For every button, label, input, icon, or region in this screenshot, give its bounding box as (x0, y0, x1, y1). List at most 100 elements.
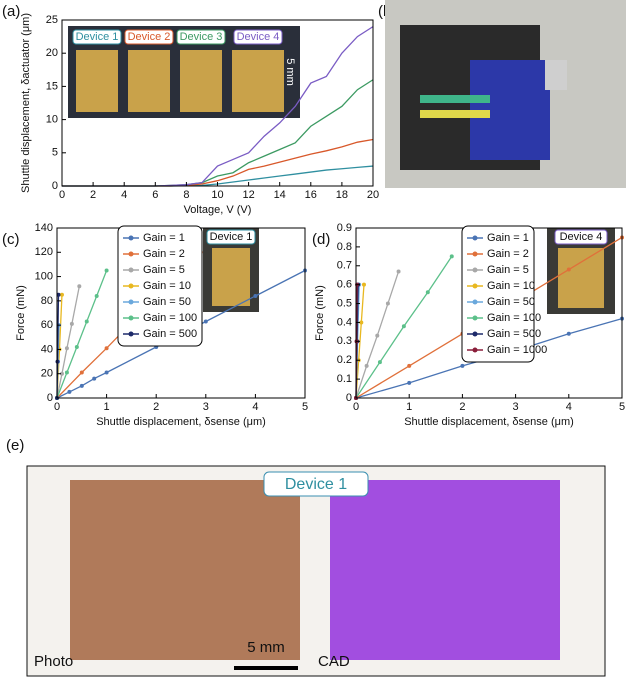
data-point (92, 376, 97, 381)
x-tick-label: 18 (336, 189, 348, 201)
wire (420, 95, 490, 103)
y-axis-label: Force (mN) (314, 285, 326, 341)
inset-label: Device 1 (210, 231, 253, 243)
x-tick-label: 1 (104, 401, 110, 413)
y-tick-label: 0.3 (337, 335, 352, 347)
y-tick-label: 120 (35, 246, 53, 258)
y-tick-label: 40 (41, 343, 53, 355)
scale-label: 5 mm (284, 58, 296, 86)
legend-marker (472, 283, 478, 289)
x-tick-label: 6 (152, 189, 158, 201)
x-tick-label: 5 (619, 401, 625, 413)
y-tick-label: 0 (47, 392, 53, 404)
data-point (79, 370, 84, 375)
legend-label: Gain = 500 (487, 328, 541, 340)
x-tick-label: 2 (459, 401, 465, 413)
data-point (84, 319, 89, 324)
title-box (263, 471, 369, 497)
y-tick-label: 0.7 (337, 260, 352, 272)
legend-box (117, 225, 203, 347)
series-line (62, 138, 374, 187)
y-tick-label: 0.6 (337, 279, 352, 291)
legend-label: Gain = 2 (487, 248, 529, 260)
y-tick-label: 0.2 (337, 354, 352, 366)
data-point (74, 345, 79, 349)
legend-box (461, 225, 535, 363)
x-tick-label: 5 (302, 401, 308, 413)
panel-label: (c) (2, 231, 20, 248)
data-point (59, 371, 64, 376)
x-axis-label: Voltage, V (V) (184, 204, 252, 216)
data-point (377, 360, 382, 365)
x-axis-label: Shuttle displacement, δsense (μm) (404, 416, 574, 428)
data-point (67, 389, 72, 394)
x-tick-label: 0 (54, 401, 60, 413)
data-point (375, 333, 380, 338)
legend-label: Gain = 1 (487, 232, 529, 244)
legend-label: Gain = 2 (143, 248, 185, 260)
legend-tag (233, 29, 283, 45)
legend-marker (128, 299, 134, 305)
x-axis-label: Shuttle displacement, δsense (μm) (96, 416, 266, 428)
y-tick-label: 0.4 (337, 316, 352, 328)
data-point (359, 320, 364, 325)
legend-marker (128, 267, 134, 273)
data-point (104, 370, 109, 375)
x-tick-label: 4 (566, 401, 572, 413)
legend-marker (472, 347, 478, 353)
legend-marker (128, 331, 134, 337)
x-tick-label: 2 (90, 189, 96, 201)
panel-e-title: Device 1 (285, 476, 347, 493)
data-point (566, 267, 571, 272)
legend-tag (72, 29, 122, 45)
y-tick-label: 100 (35, 270, 53, 282)
series-line (56, 270, 108, 399)
legend-marker (128, 283, 134, 289)
legend-label: Gain = 500 (143, 328, 197, 340)
y-tick-label: 20 (41, 368, 53, 380)
y-axis-label: Force (mN) (15, 285, 27, 341)
data-point (104, 346, 109, 351)
x-tick-label: 4 (252, 401, 258, 413)
legend-label: Gain = 50 (487, 296, 535, 308)
data-point (396, 269, 401, 274)
data-point (94, 294, 99, 298)
legend-label: Device 2 (128, 31, 171, 43)
legend-label: Gain = 10 (487, 280, 535, 292)
legend-label: Gain = 100 (487, 312, 541, 324)
legend-tag (176, 29, 226, 45)
legend-marker (472, 235, 478, 241)
data-point (361, 282, 366, 287)
x-tick-label: 10 (211, 189, 223, 201)
data-point (59, 292, 64, 297)
data-point (104, 268, 109, 273)
y-tick-label: 80 (41, 295, 53, 307)
data-point (77, 284, 82, 289)
y-tick-label: 140 (35, 222, 53, 234)
inset-tag (554, 229, 608, 245)
data-point (460, 363, 465, 368)
x-tick-label: 14 (274, 189, 286, 201)
y-tick-label: 15 (46, 80, 58, 92)
legend-marker (472, 331, 478, 337)
legend-label: Device 1 (76, 31, 119, 43)
panel-label: (e) (6, 437, 24, 454)
y-tick-label: 0.1 (337, 373, 352, 385)
data-point (385, 301, 390, 306)
data-point (425, 290, 430, 295)
photo-cube (70, 480, 300, 660)
photo-label: Photo (34, 653, 73, 670)
x-tick-label: 0 (353, 401, 359, 413)
data-point (449, 254, 454, 259)
data-point (407, 380, 412, 385)
panel-label: (d) (312, 231, 330, 248)
legend-label: Gain = 50 (143, 296, 191, 308)
x-tick-label: 3 (513, 401, 519, 413)
y-tick-label: 25 (46, 14, 58, 26)
data-point (401, 324, 406, 329)
scale-label: 5 mm (247, 639, 285, 656)
x-tick-label: 3 (203, 401, 209, 413)
data-point (203, 319, 208, 324)
x-tick-label: 20 (367, 189, 379, 201)
data-point (364, 363, 369, 368)
